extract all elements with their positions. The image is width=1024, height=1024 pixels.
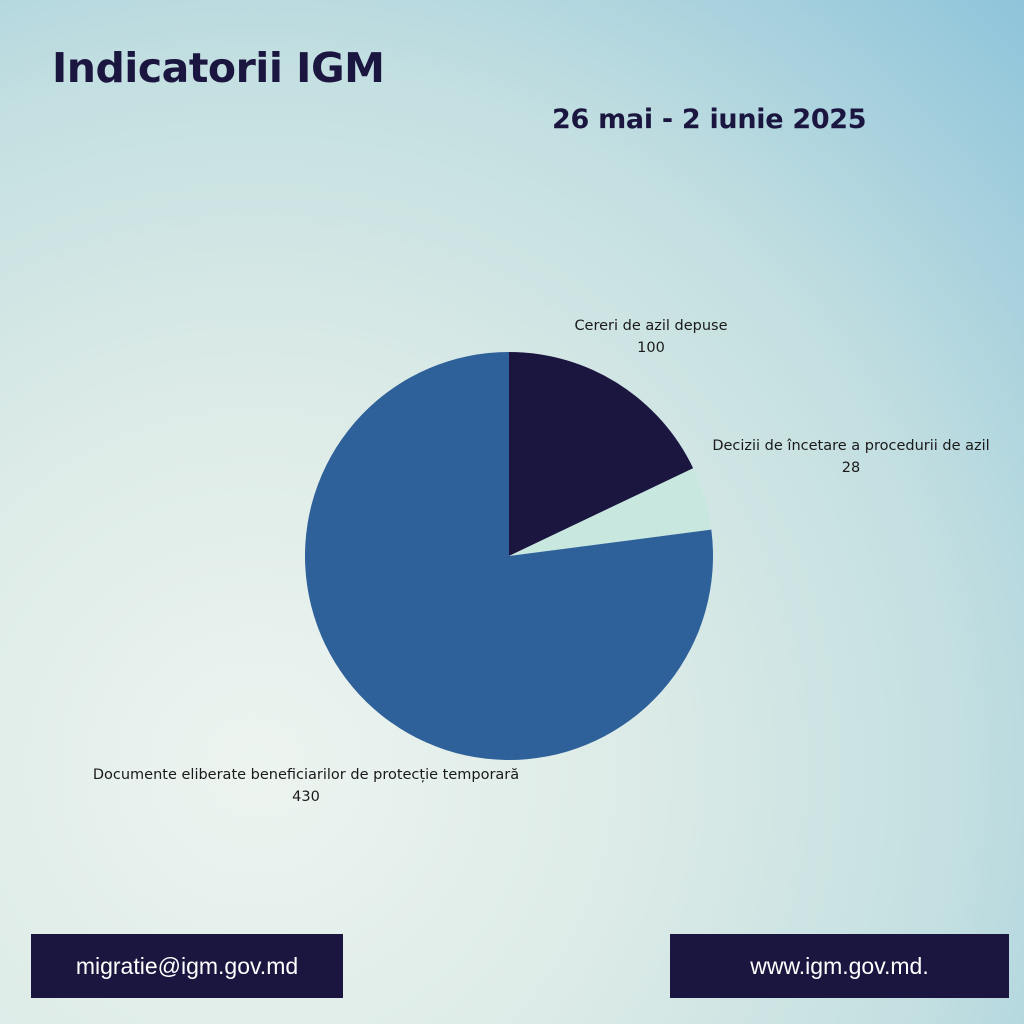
email-text[interactable]: migratie@igm.gov.md <box>75 952 299 979</box>
page-title: Indicatorii IGM <box>52 44 385 92</box>
slice-value: 100 <box>637 340 665 356</box>
email-contact[interactable]: migratie@igm.gov.md <box>31 934 343 998</box>
pie-slice <box>305 352 713 760</box>
pie-slice <box>509 352 694 556</box>
slice-label: Decizii de încetare a procedurii de azil <box>712 438 989 454</box>
pie-slices <box>305 352 713 760</box>
website-text[interactable]: www.igm.gov.md. <box>750 952 929 979</box>
slice-label: Documente eliberate beneficiarilor de pr… <box>93 767 519 783</box>
pie-slice <box>509 468 712 556</box>
slice-value: 430 <box>292 789 320 805</box>
slice-label: Cereri de azil depuse <box>574 318 727 334</box>
pie-labels: Cereri de azil depuse 100 Decizii de încet… <box>93 318 990 805</box>
slice-value: 28 <box>842 460 860 476</box>
website-link[interactable]: www.igm.gov.md. <box>670 934 1009 998</box>
date-range: 26 mai - 2 iunie 2025 <box>552 104 867 135</box>
